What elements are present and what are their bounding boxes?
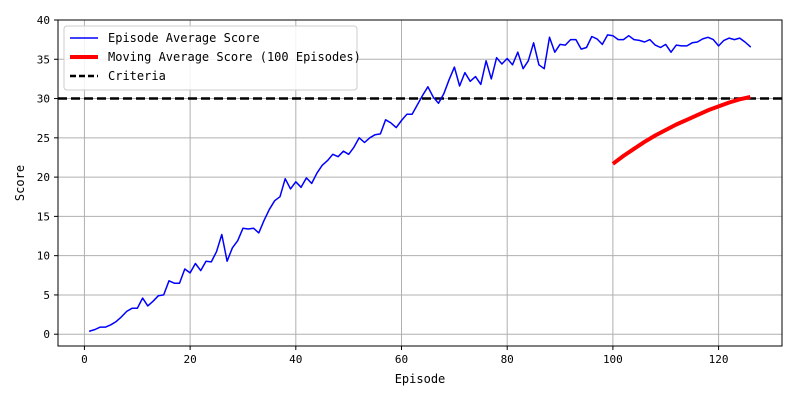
- x-tick-label: 80: [501, 353, 514, 366]
- y-tick-label: 10: [37, 250, 50, 263]
- y-tick-label: 20: [37, 171, 50, 184]
- x-tick-label: 120: [709, 353, 729, 366]
- y-tick-label: 35: [37, 53, 50, 66]
- y-tick-label: 40: [37, 14, 50, 27]
- legend-label: Criteria: [108, 69, 166, 83]
- legend-label: Episode Average Score: [108, 31, 260, 45]
- y-tick-label: 5: [43, 289, 50, 302]
- legend-box: [63, 25, 358, 91]
- x-tick-label: 20: [183, 353, 196, 366]
- x-tick-label: 40: [289, 353, 302, 366]
- y-axis-label: Score: [13, 165, 27, 201]
- x-tick-label: 100: [603, 353, 623, 366]
- y-tick-label: 15: [37, 210, 50, 223]
- legend-label: Moving Average Score (100 Episodes): [108, 50, 361, 64]
- plot-area-frame: [57, 19, 783, 347]
- y-tick-label: 25: [37, 132, 50, 145]
- x-axis-label: Episode: [395, 372, 446, 386]
- moving-average-line: [611, 95, 751, 166]
- x-tick-label: 0: [81, 353, 88, 366]
- x-tick-label: 60: [395, 353, 408, 366]
- episode-score-line: [88, 34, 752, 332]
- y-tick-label: 0: [43, 328, 50, 341]
- tick-layer: 0 20 40 60 80 100 120 0 5 10 15 20 25 30 35 40: [37, 14, 729, 366]
- legend: Episode Average Score Moving Average Scor…: [63, 25, 361, 91]
- series-layer: [88, 34, 752, 332]
- y-tick-label: 30: [37, 93, 50, 106]
